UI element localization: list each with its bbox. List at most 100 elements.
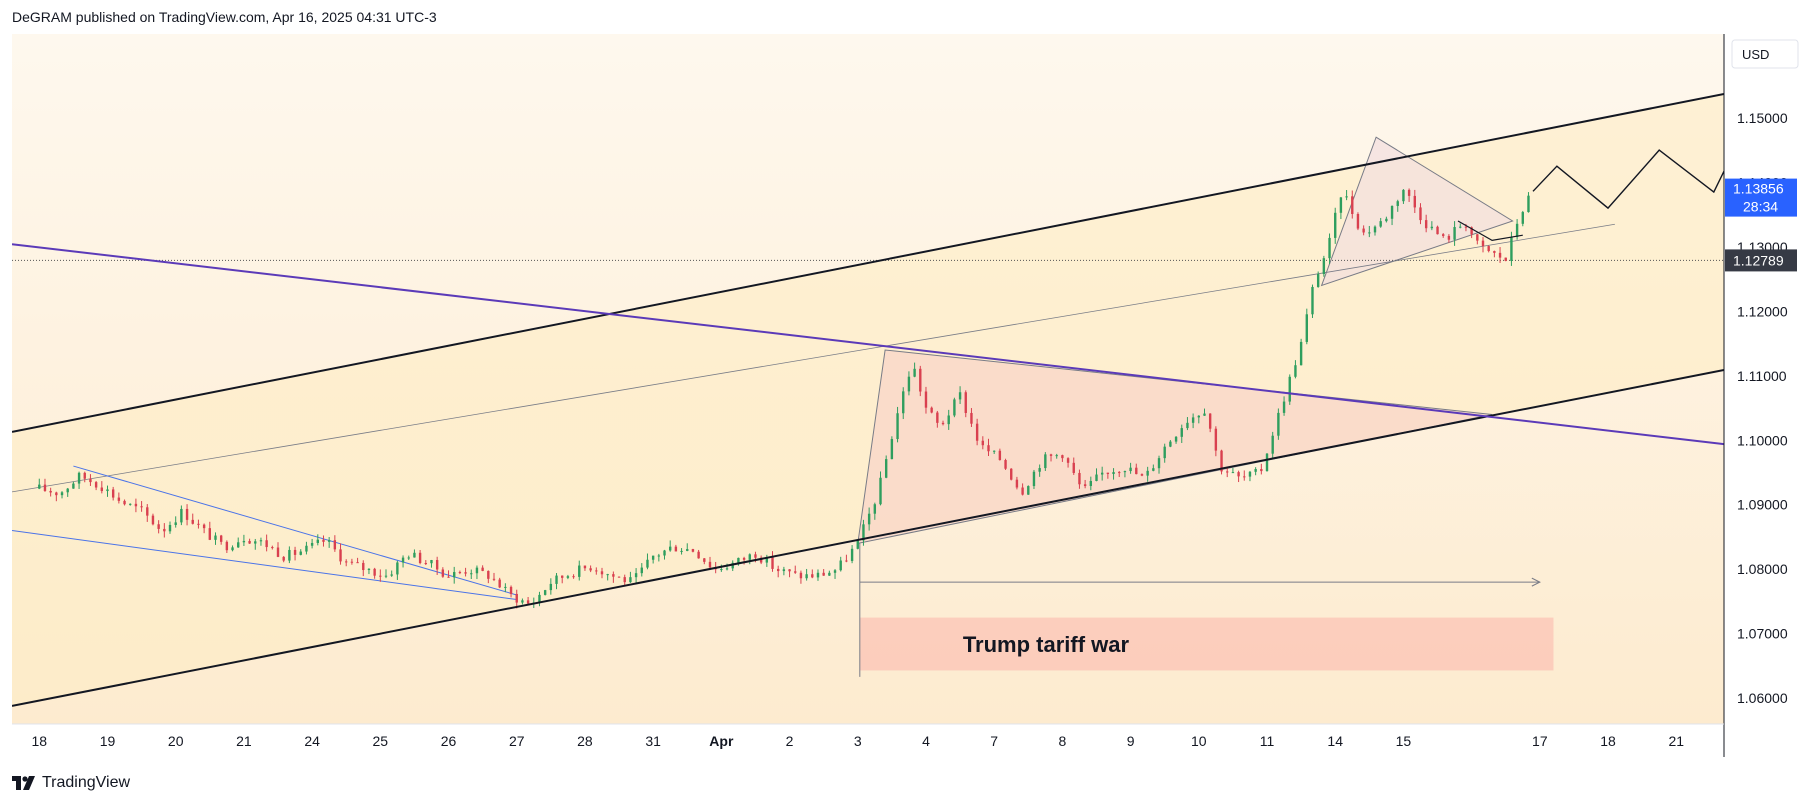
publisher-line: DeGRAM published on TradingView.com, Apr… bbox=[12, 9, 437, 25]
currency-label[interactable]: USD bbox=[1731, 39, 1799, 69]
candle-body bbox=[1424, 220, 1428, 229]
candle-body bbox=[1089, 480, 1093, 487]
marked-price-label: 1.12789 bbox=[1733, 252, 1784, 268]
candle-body bbox=[1169, 441, 1172, 447]
candle-body bbox=[856, 540, 859, 549]
projection-path[interactable] bbox=[1532, 102, 1758, 210]
time-tick-label: 9 bbox=[1127, 733, 1135, 749]
candle-body bbox=[850, 548, 854, 561]
candle-body bbox=[583, 565, 587, 569]
candle-body bbox=[1243, 476, 1246, 478]
candle-body bbox=[185, 508, 189, 520]
candle-body bbox=[282, 556, 285, 561]
candle-body bbox=[606, 574, 609, 576]
candle-body bbox=[589, 568, 592, 571]
candle-body bbox=[907, 376, 911, 392]
candle-body bbox=[470, 573, 473, 575]
candle-body bbox=[816, 572, 820, 578]
candle-body bbox=[1521, 212, 1524, 224]
candle-body bbox=[975, 423, 979, 441]
candle-body bbox=[731, 562, 734, 569]
candle-body bbox=[924, 391, 928, 408]
candle-body bbox=[441, 569, 445, 577]
candle-body bbox=[66, 488, 69, 493]
candle-body bbox=[1271, 435, 1274, 454]
candle-body bbox=[316, 539, 319, 543]
candle-body bbox=[1385, 218, 1388, 222]
candle-body bbox=[157, 524, 160, 529]
falling-wedge-bottom-line bbox=[12, 530, 517, 601]
candle-body bbox=[549, 583, 553, 591]
candle-body bbox=[776, 568, 780, 572]
candle-body bbox=[1152, 468, 1155, 471]
candle-body bbox=[481, 567, 484, 571]
candle-body bbox=[987, 445, 990, 452]
candle-body bbox=[1368, 232, 1371, 234]
time-tick-label: 10 bbox=[1191, 733, 1207, 749]
candle-body bbox=[339, 549, 342, 562]
candle-body bbox=[1231, 472, 1235, 474]
candle-body bbox=[867, 513, 871, 525]
candle-body bbox=[913, 368, 916, 377]
candle-body bbox=[38, 484, 41, 489]
small-wedge-line bbox=[1457, 220, 1523, 242]
candle-body bbox=[111, 489, 115, 498]
candle-body bbox=[310, 542, 314, 546]
candle-body bbox=[464, 572, 467, 574]
candle-body bbox=[174, 522, 177, 525]
candle-body bbox=[623, 577, 626, 583]
candle-body bbox=[543, 590, 547, 595]
candle-body bbox=[862, 524, 865, 541]
candle-body bbox=[1191, 417, 1195, 423]
candle-body bbox=[94, 482, 98, 488]
candle-body bbox=[293, 549, 297, 555]
candle-body bbox=[1515, 223, 1519, 238]
candle-body bbox=[1100, 472, 1104, 475]
candle-body bbox=[930, 407, 933, 413]
candle-body bbox=[163, 528, 166, 532]
candle-body bbox=[1112, 472, 1115, 475]
candle-body bbox=[242, 540, 246, 543]
candle-body bbox=[1123, 471, 1127, 473]
candle-body bbox=[1157, 458, 1161, 469]
candle-body bbox=[424, 563, 427, 565]
candle-body bbox=[1038, 468, 1041, 472]
price-tick-label: 1.08000 bbox=[1737, 561, 1788, 577]
candle-body bbox=[617, 576, 621, 578]
candle-body bbox=[390, 574, 393, 576]
candle-body bbox=[327, 540, 331, 542]
candle-body bbox=[407, 557, 410, 559]
purple-trendline[interactable] bbox=[12, 243, 1724, 446]
candle-body bbox=[413, 552, 416, 558]
candle-body bbox=[1055, 455, 1058, 457]
candle-body bbox=[1180, 428, 1183, 437]
candle-body bbox=[1208, 413, 1212, 429]
candle-body bbox=[1095, 474, 1098, 481]
candle-body bbox=[504, 586, 507, 588]
candle-body bbox=[947, 415, 950, 425]
candle-body bbox=[1135, 467, 1138, 475]
marked-price-badge: 1.12789 bbox=[1725, 249, 1797, 272]
candle-body bbox=[1277, 412, 1280, 436]
time-axis[interactable]: 18 19 20 21 24 25 26 27 28 31 Apr 2 3 4 7 8 9 10 11 14 15 17 1… bbox=[31, 733, 1684, 749]
candle-body bbox=[1436, 226, 1439, 235]
price-tick-label: 1.10000 bbox=[1737, 432, 1788, 448]
candle-body bbox=[1288, 376, 1291, 402]
candle-body bbox=[453, 572, 456, 578]
candle-body bbox=[1447, 235, 1451, 240]
candle-body bbox=[1351, 196, 1354, 214]
candle-body bbox=[123, 500, 126, 505]
time-tick-label: 24 bbox=[304, 733, 320, 749]
candle-body bbox=[55, 492, 58, 496]
channel-upper-line[interactable] bbox=[12, 92, 1724, 433]
candle-body bbox=[259, 540, 263, 542]
candle-body bbox=[1203, 413, 1206, 416]
channel-lower-line[interactable] bbox=[12, 368, 1724, 707]
candle-body bbox=[509, 586, 513, 594]
candle-body bbox=[396, 562, 399, 575]
candle-body bbox=[1510, 237, 1513, 261]
candle-body bbox=[1487, 246, 1490, 252]
candle-body bbox=[1254, 469, 1257, 472]
candle-body bbox=[884, 459, 888, 478]
